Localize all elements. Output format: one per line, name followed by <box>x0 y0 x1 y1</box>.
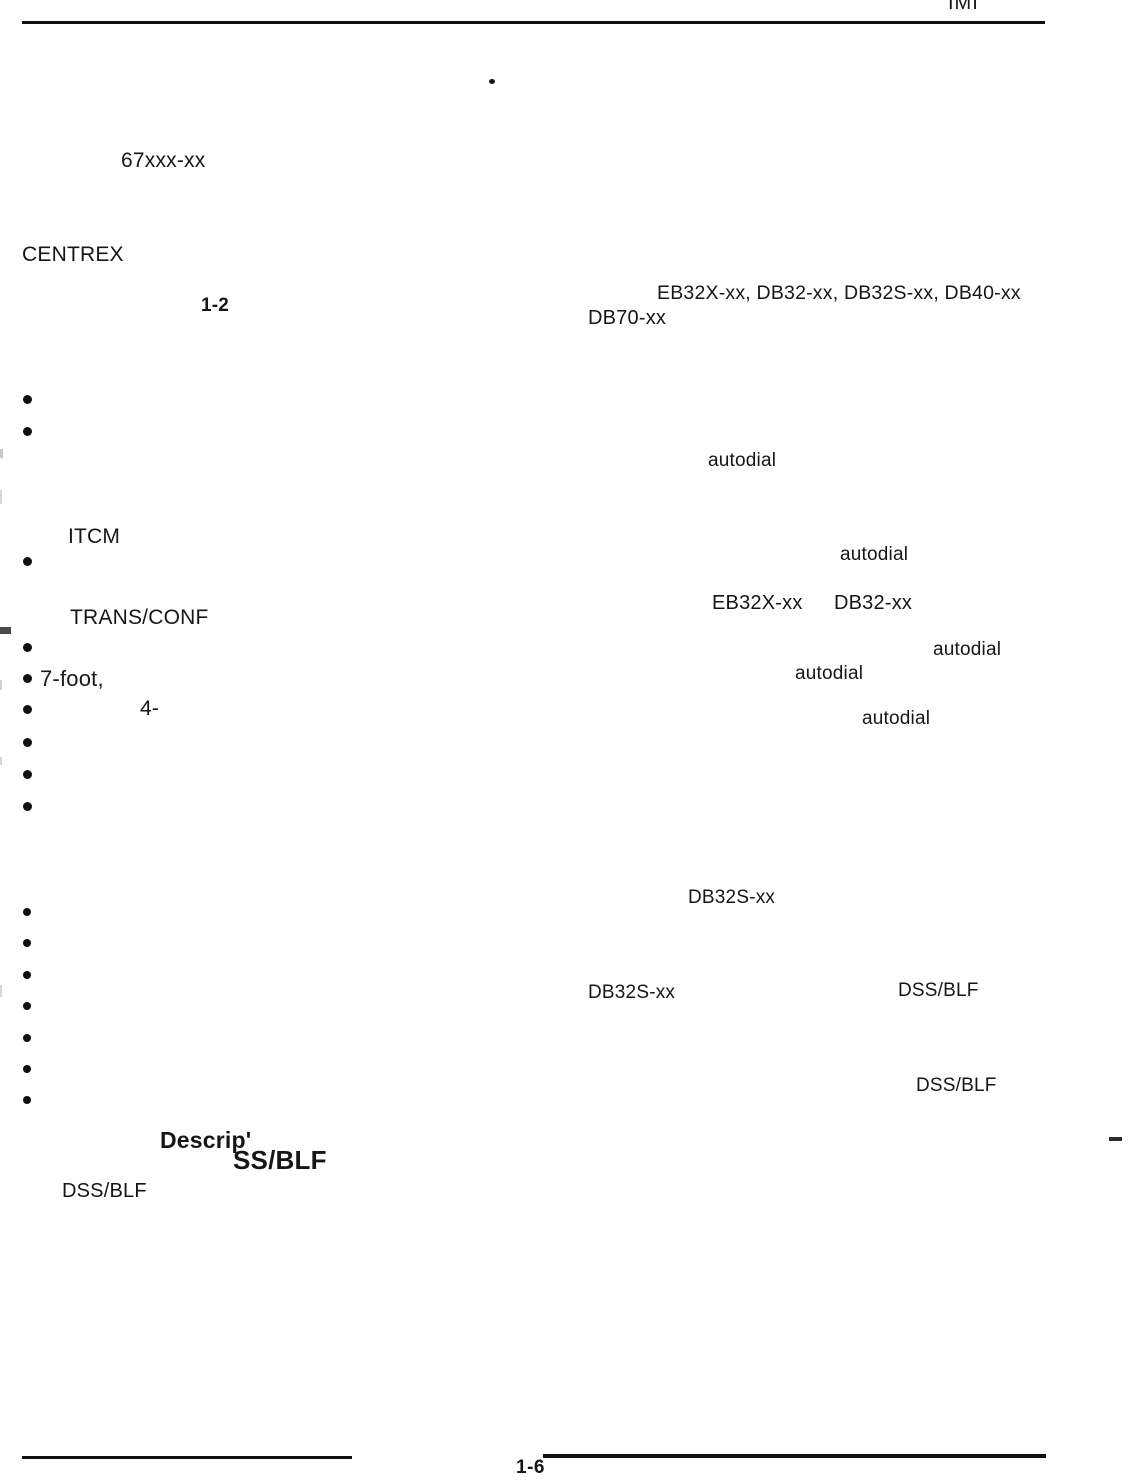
autodial-3: autodial <box>933 639 1002 660</box>
figure-ref: 1-2 <box>201 295 230 316</box>
bullet-list-1-marker <box>22 704 32 714</box>
bullet-list-1-marker <box>22 556 32 566</box>
model-db70: DB70-xx <box>588 307 667 329</box>
brand-header: IMI <box>948 0 979 14</box>
edge-smudge-2 <box>0 490 2 504</box>
edge-smudge-5 <box>0 757 2 765</box>
bullet-list-1-marker <box>22 769 32 779</box>
autodial-5: autodial <box>862 708 931 729</box>
header-rule <box>22 21 1045 24</box>
bullet-list-1-marker <box>22 801 32 811</box>
dss-blf-3: DSS/BLF <box>62 1180 147 1202</box>
transconf-label: TRANS/CONF <box>70 606 209 629</box>
model-db32s-2: DB32S-xx <box>588 982 676 1003</box>
bullet-list-2-marker <box>23 1002 31 1010</box>
bullet-list-2-marker <box>23 1034 31 1042</box>
model-db32: DB32-xx <box>834 592 913 614</box>
bullet-list-1-marker <box>22 642 32 652</box>
edge-smudge-4 <box>0 680 2 690</box>
ss-blf-heading: SS/BLF <box>233 1145 327 1175</box>
stray-dot <box>489 79 495 84</box>
bullet-list-1-marker <box>22 394 32 404</box>
edge-smudge-6 <box>0 985 2 997</box>
autodial-2: autodial <box>840 544 909 565</box>
bullet-list-2-marker <box>23 939 31 947</box>
dss-blf-2: DSS/BLF <box>916 1075 997 1096</box>
four-prefix: 4- <box>140 697 160 720</box>
autodial-4: autodial <box>795 663 864 684</box>
bullet-list-1-marker <box>22 673 32 683</box>
autodial-1: autodial <box>708 450 777 471</box>
footer-rule-left <box>22 1456 352 1459</box>
bullet-list-2-marker <box>23 1096 31 1104</box>
dss-blf-1: DSS/BLF <box>898 980 979 1001</box>
bullet-list-1-marker <box>22 426 32 436</box>
itcm-label: ITCM <box>68 525 121 548</box>
page-number: 1-6 <box>516 1457 545 1478</box>
edge-smudge-1 <box>0 449 3 458</box>
bullet-list-2-marker <box>23 1065 31 1073</box>
cord-length: 7-foot, <box>40 666 104 691</box>
model-eb32x: EB32X-xx <box>712 592 803 614</box>
descrip-heading: Descrip' <box>160 1127 252 1153</box>
centrex-label: CENTREX <box>22 243 124 266</box>
model-db32s-1: DB32S-xx <box>688 887 776 908</box>
model-list: EB32X-xx, DB32-xx, DB32S-xx, DB40-xx <box>657 282 1021 304</box>
stray-dash <box>1109 1137 1122 1141</box>
bullet-list-2-marker <box>23 971 31 979</box>
footer-rule-right <box>543 1454 1046 1458</box>
part-number: 67xxx-xx <box>121 149 206 172</box>
bullet-list-1-marker <box>22 737 32 747</box>
bullet-list-2-marker <box>23 908 31 916</box>
edge-smudge-3 <box>0 627 11 634</box>
